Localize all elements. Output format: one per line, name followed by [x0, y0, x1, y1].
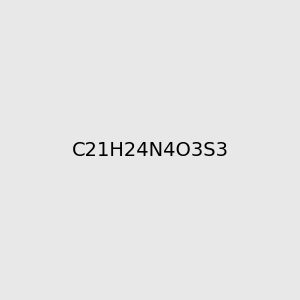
Text: C21H24N4O3S3: C21H24N4O3S3: [71, 140, 229, 160]
